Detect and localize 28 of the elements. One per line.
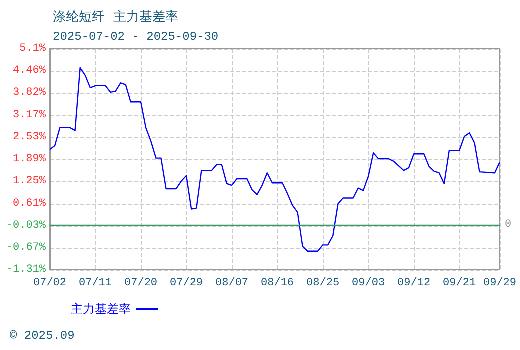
x-tick-label: 07/11 [79, 278, 112, 290]
chart-subtitle: 2025-07-02 - 2025-09-30 [53, 30, 219, 44]
y-tick-label: 5.1% [20, 43, 46, 55]
y-tick-label: 0.61% [12, 198, 46, 210]
legend-label: 主力基差率 [71, 302, 131, 316]
y-tick-label: 3.82% [12, 87, 46, 100]
x-tick-label: 09/29 [483, 278, 517, 290]
text: © 2025.09 [10, 329, 75, 343]
x-tick-label: 07/02 [33, 278, 67, 290]
y-tick-label: 3.17% [12, 110, 46, 122]
y-tick-label: -0.03% [6, 220, 46, 232]
line-series [49, 67, 501, 252]
chart-title: 涤纶短纤 主力基差率 [53, 9, 178, 25]
y-tick-label: 2.53% [12, 132, 46, 144]
x-tick-label: 09/03 [352, 278, 386, 290]
x-tick-label: 09/21 [443, 278, 476, 290]
x-tick-label: 07/20 [124, 278, 158, 290]
x-tick-label: 08/16 [261, 278, 294, 290]
y-tick-label: 4.46% [12, 65, 46, 78]
y-tick-label: -0.67% [6, 242, 46, 254]
y-tick-label: 1.25% [12, 176, 46, 188]
y-tick-label: -1.31% [6, 264, 46, 276]
y-tick-label: 1.89% [12, 154, 46, 166]
x-tick-label: 07/29 [170, 278, 204, 290]
x-tick-label: 08/07 [216, 278, 249, 290]
x-tick-label: 09/12 [398, 278, 431, 290]
ref-line-label: 0 [505, 218, 512, 231]
x-tick-label: 08/25 [306, 278, 340, 290]
